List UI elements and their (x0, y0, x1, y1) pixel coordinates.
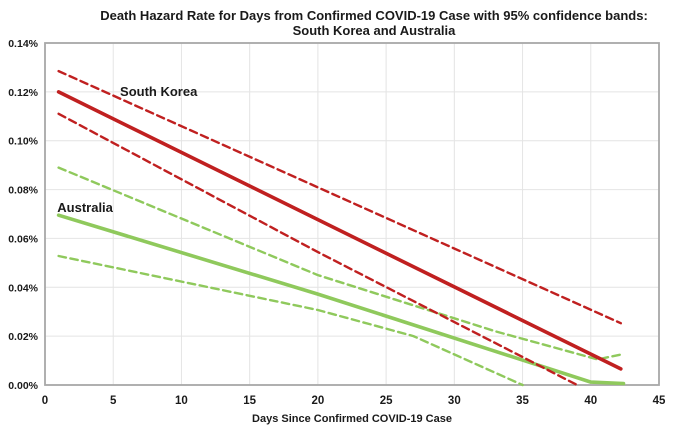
x-tick-label: 0 (42, 395, 48, 407)
y-tick-label: 0.00% (8, 380, 38, 392)
y-tick-label: 0.02% (8, 331, 38, 343)
series-line-south-korea-upper-ci (57, 69, 622, 325)
plot-area (45, 43, 659, 385)
x-tick-label: 40 (584, 395, 597, 407)
x-tick-label: 30 (448, 395, 461, 407)
y-tick-label: 0.12% (8, 87, 38, 99)
series-label-australia: Australia (57, 200, 113, 215)
series-line-australia-lower-ci (57, 254, 524, 387)
series-line-australia-hazard (56, 213, 626, 386)
y-tick-label: 0.10% (8, 136, 38, 148)
x-tick-label: 20 (311, 395, 324, 407)
chart-title: Death Hazard Rate for Days from Confirme… (67, 8, 674, 38)
x-tick-label: 15 (243, 395, 256, 407)
y-tick-label: 0.04% (8, 282, 38, 294)
plot-border (44, 42, 660, 386)
y-tick-label: 0.08% (8, 185, 38, 197)
series-line-south-korea-lower-ci (57, 112, 579, 387)
chart-title-line1: Death Hazard Rate for Days from Confirme… (100, 8, 648, 23)
x-tick-label: 35 (516, 395, 529, 407)
series-line-australia-upper-ci (57, 166, 625, 361)
series-label-south-korea: South Korea (120, 84, 198, 99)
x-tick-label: 5 (110, 395, 117, 407)
y-tick-label: 0.06% (8, 233, 38, 245)
x-tick-label: 25 (380, 395, 393, 407)
x-tick-label: 10 (175, 395, 188, 407)
chart-title-line2: South Korea and Australia (292, 23, 456, 38)
y-tick-label: 0.14% (8, 38, 38, 50)
series-line-south-korea-hazard (56, 90, 623, 371)
x-axis-title: Days Since Confirmed COVID-19 Case (252, 413, 452, 425)
x-tick-label: 45 (653, 395, 666, 407)
